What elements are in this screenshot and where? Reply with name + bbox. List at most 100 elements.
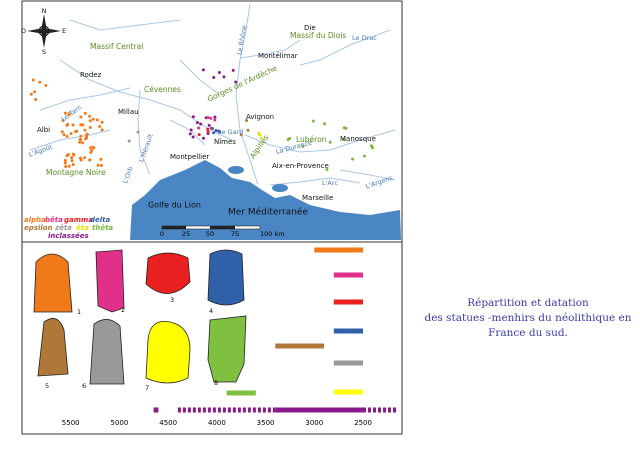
- site-dot: [344, 126, 348, 130]
- legend-label: êta: [76, 224, 89, 232]
- legend-label: inclassées: [48, 232, 89, 240]
- place-label: Le Drac: [352, 34, 377, 42]
- site-dot: [38, 80, 42, 84]
- caption-line: France du sud.: [488, 327, 568, 339]
- timeline: 5500 5000 4500 4000 3500 3000 2500: [62, 247, 398, 427]
- statue-drawing: [207, 315, 247, 383]
- site-dot: [197, 133, 201, 137]
- site-dot: [67, 112, 71, 116]
- date-range-bar: [275, 407, 364, 413]
- x-tick-label: 3500: [257, 419, 275, 427]
- site-dot: [74, 130, 78, 134]
- place-label: Manosque: [340, 135, 376, 143]
- site-dot: [210, 127, 214, 131]
- site-dot: [202, 136, 206, 140]
- site-dot: [78, 137, 82, 141]
- date-range-bar: [333, 360, 364, 366]
- date-range-bar: [314, 247, 364, 253]
- caption-line: Répartition et datation: [467, 297, 589, 309]
- compass-label: S: [42, 48, 46, 56]
- site-dot: [199, 122, 203, 126]
- site-dot: [214, 128, 218, 132]
- site-dot: [217, 71, 221, 75]
- site-dot: [65, 134, 69, 138]
- legend-label: epsilon: [24, 224, 53, 232]
- rivers: [29, 3, 396, 186]
- place-label: Montélimar: [258, 52, 298, 60]
- site-dot: [201, 68, 205, 72]
- site-dot: [197, 126, 201, 130]
- site-dot: [79, 158, 83, 162]
- figure-number: 8: [214, 379, 218, 387]
- site-dot: [99, 163, 103, 167]
- site-dot: [71, 163, 75, 167]
- site-dot: [259, 136, 263, 140]
- site-dot: [31, 78, 35, 82]
- scale-label: 100 km: [260, 230, 285, 238]
- site-dot: [83, 156, 87, 160]
- site-dot: [222, 75, 226, 79]
- legend-label: alpha: [24, 216, 46, 224]
- place-label: Massif Central: [90, 42, 143, 51]
- place-label: Aix-en-Provence: [272, 162, 329, 170]
- legend-label: thêta: [92, 224, 113, 232]
- site-dot: [206, 130, 210, 134]
- site-dot: [213, 118, 217, 122]
- x-tick-label: 4000: [208, 419, 226, 427]
- site-dot: [80, 123, 84, 127]
- site-dot: [188, 132, 192, 136]
- lagoon: [228, 166, 244, 174]
- site-dot: [342, 138, 346, 142]
- site-dot: [88, 125, 92, 129]
- site-dot: [63, 161, 67, 165]
- site-dot: [95, 118, 99, 122]
- compass-label: E: [62, 27, 66, 35]
- x-tick-label: 4500: [159, 419, 177, 427]
- site-dot: [70, 156, 74, 160]
- site-dot: [212, 76, 216, 80]
- statue-drawing: [207, 249, 245, 306]
- figure-number: 4: [209, 307, 213, 315]
- site-dot: [78, 140, 82, 144]
- site-dot: [231, 68, 235, 72]
- site-dot: [65, 154, 69, 158]
- place-label: Marseille: [302, 194, 333, 202]
- site-dot: [207, 123, 211, 127]
- figure-number: 3: [170, 296, 174, 304]
- map: N O E S Die Massif du Diois Le Drac Mass…: [21, 3, 402, 243]
- site-dot: [83, 128, 87, 132]
- site-dot: [44, 83, 48, 87]
- date-range-bar: [333, 389, 364, 395]
- site-dot: [88, 114, 92, 118]
- site-dot: [234, 80, 238, 84]
- x-tick-label: 5500: [62, 419, 80, 427]
- figure-number: 6: [82, 382, 86, 390]
- date-range-bar: [333, 299, 364, 305]
- site-dot: [206, 116, 210, 120]
- site-dot: [351, 157, 355, 161]
- site-dot: [246, 128, 250, 132]
- figure-number: 1: [77, 308, 81, 316]
- site-dot: [189, 128, 193, 132]
- site-dot: [100, 120, 104, 124]
- site-dot: [206, 127, 210, 131]
- site-dot: [89, 146, 93, 150]
- place-label: Avignon: [246, 113, 274, 121]
- place-label: Le Gard: [218, 128, 243, 136]
- figure-number: 2: [121, 306, 125, 314]
- site-dot: [325, 168, 329, 172]
- scale-label: 75: [231, 230, 239, 238]
- scale-bar: 0 25 50 75 100 km: [160, 225, 285, 238]
- site-dot: [328, 140, 332, 144]
- statue-drawing: [145, 252, 191, 294]
- legend-label: delta: [90, 216, 111, 224]
- scale-label: 0: [160, 230, 164, 238]
- compass-label: O: [21, 27, 26, 35]
- legend-label: bêta: [45, 216, 63, 224]
- site-dot: [195, 121, 199, 125]
- site-dot: [91, 117, 95, 121]
- site-dot: [258, 133, 262, 137]
- site-dot: [33, 90, 37, 94]
